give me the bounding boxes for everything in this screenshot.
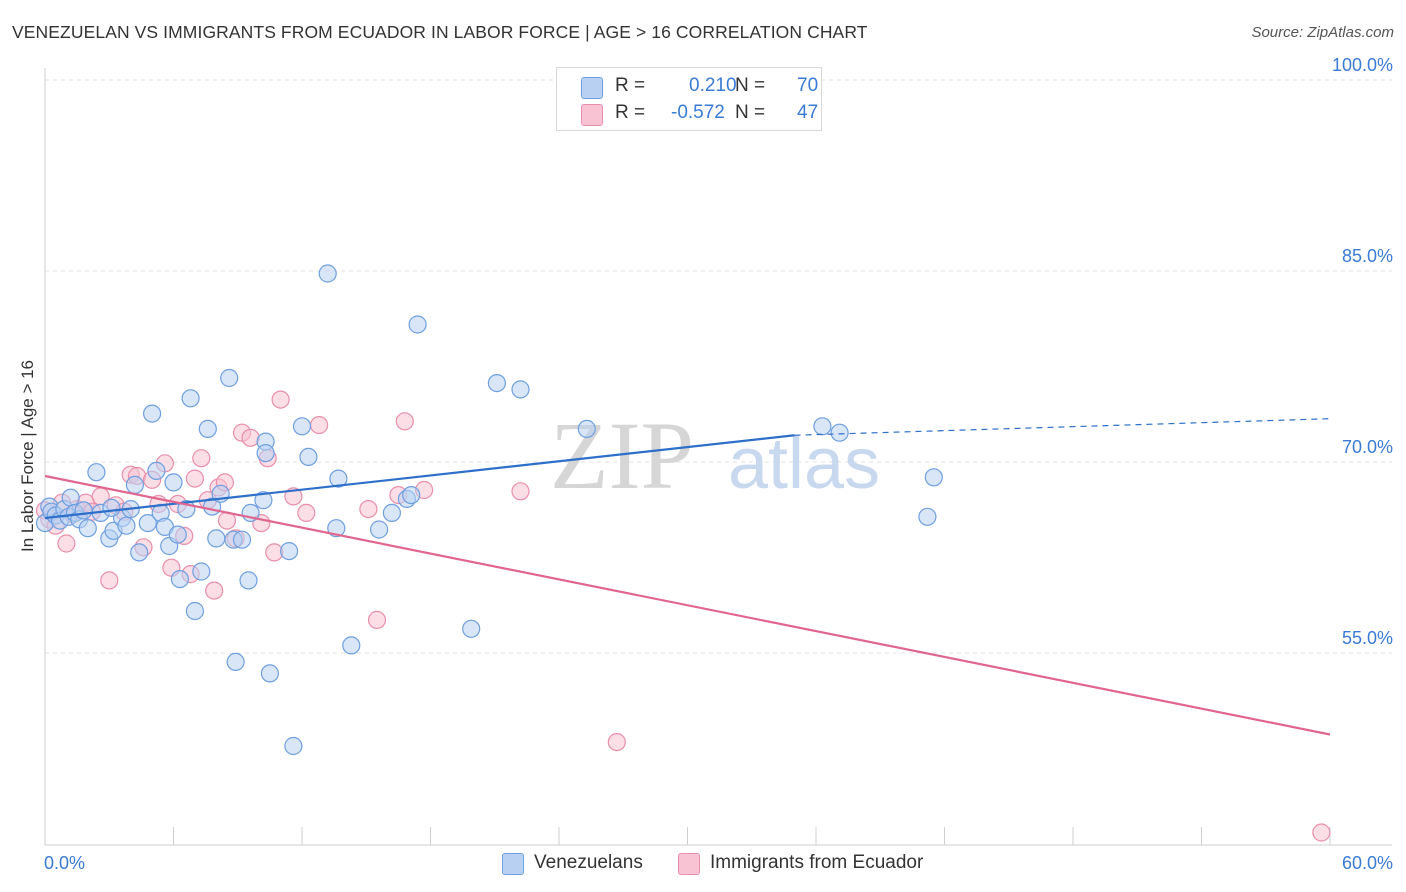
trend-line-ecuador xyxy=(44,474,1331,736)
scatter-point xyxy=(462,619,481,638)
series-venezuelans-points xyxy=(35,264,943,756)
legend-swatch-blue xyxy=(581,77,603,99)
scatter-point xyxy=(487,374,506,393)
scatter-point xyxy=(256,444,275,463)
scatter-point xyxy=(342,636,361,655)
y-axis-label: In Labor Force | Age > 16 xyxy=(18,359,37,553)
legend-n-value: 70 xyxy=(797,75,819,96)
scatter-point xyxy=(924,468,943,487)
scatter-point xyxy=(125,475,144,494)
scatter-point xyxy=(280,541,299,561)
scatter-point xyxy=(329,469,348,488)
scatter-point xyxy=(577,419,596,438)
scatter-point xyxy=(205,581,224,600)
x-tick-label-max: 60.0% xyxy=(1342,853,1393,873)
y-tick-label: 70.0% xyxy=(1342,437,1393,457)
scatter-point xyxy=(192,562,211,581)
y-tick-label: 100.0% xyxy=(1332,55,1393,75)
scatter-point xyxy=(170,569,189,589)
scatter-point xyxy=(327,519,346,538)
scatter-point xyxy=(511,482,530,501)
scatter-point xyxy=(181,389,200,408)
watermark-zip: ZIP xyxy=(550,402,694,509)
bottom-legend-label: Venezuelans xyxy=(534,852,643,873)
scatter-point xyxy=(254,491,273,510)
scatter-point xyxy=(310,416,329,435)
scatter-point xyxy=(297,503,316,523)
scatter-point xyxy=(232,530,252,549)
legend-n-label: N = xyxy=(735,102,766,123)
scatter-point xyxy=(198,419,217,438)
scatter-point xyxy=(130,543,149,562)
scatter-point xyxy=(220,368,239,388)
source-credit: Source: ZipAtlas.com xyxy=(1251,24,1394,41)
trend-line-venezuelans-projection xyxy=(794,418,1331,436)
y-tick-label: 55.0% xyxy=(1342,628,1393,648)
scatter-point xyxy=(185,601,204,621)
scatter-point xyxy=(102,498,121,517)
bottom-legend-label: Immigrants from Ecuador xyxy=(710,852,924,873)
scatter-point xyxy=(318,264,337,283)
scatter-point xyxy=(147,461,166,480)
scatter-point xyxy=(117,516,136,535)
scatter-point xyxy=(395,412,414,431)
watermark-atlas: atlas xyxy=(728,424,880,504)
scatter-point xyxy=(830,423,849,442)
scatter-point xyxy=(100,571,119,590)
scatter-point xyxy=(239,571,258,590)
bottom-legend-swatch-pink xyxy=(678,853,700,875)
legend-r-label: R = xyxy=(615,102,646,123)
y-tick-label: 85.0% xyxy=(1342,246,1393,266)
legend-r-value: 0.210 xyxy=(689,75,737,96)
x-tick-label-min: 0.0% xyxy=(44,853,85,873)
scatter-point xyxy=(168,525,187,544)
legend-n-label: N = xyxy=(735,75,766,96)
scatter-point xyxy=(271,390,290,409)
scatter-point xyxy=(607,732,626,752)
scatter-point xyxy=(143,404,162,423)
scatter-point xyxy=(367,610,387,630)
scatter-point xyxy=(260,664,279,683)
scatter-point xyxy=(207,529,226,548)
scatter-point xyxy=(241,428,260,447)
scatter-point xyxy=(226,652,245,672)
legend-r-value: -0.572 xyxy=(671,102,725,123)
trend-lines xyxy=(44,418,1331,736)
scatter-point xyxy=(382,503,401,523)
trend-line-venezuelans xyxy=(44,434,795,520)
scatter-point xyxy=(164,473,183,492)
scatter-point xyxy=(370,520,389,539)
scatter-point xyxy=(359,500,378,519)
scatter-point xyxy=(1312,823,1331,842)
scatter-point xyxy=(813,417,832,436)
scatter-point xyxy=(299,447,318,466)
tick-labels: 55.0% 70.0% 85.0% 100.0% 0.0% 60.0% xyxy=(44,55,1393,873)
grid-lines xyxy=(45,79,1392,654)
scatter-point xyxy=(138,513,157,533)
correlation-legend: R = 0.210 N = 70 R = -0.572 N = 47 xyxy=(556,67,822,131)
scatter-point xyxy=(408,315,427,334)
scatter-point xyxy=(292,417,312,436)
scatter-point xyxy=(78,519,97,538)
scatter-point xyxy=(87,463,106,482)
scatter-point xyxy=(284,736,303,756)
scatter-point xyxy=(511,380,530,399)
axes xyxy=(44,68,1392,846)
scatter-point xyxy=(74,501,93,520)
scatter-point xyxy=(918,507,937,526)
legend-n-value: 47 xyxy=(797,102,819,123)
chart-title: VENEZUELAN VS IMMIGRANTS FROM ECUADOR IN… xyxy=(12,22,868,42)
legend-swatch-pink xyxy=(581,104,603,126)
bottom-legend-swatch-blue xyxy=(502,853,524,875)
zipatlas-watermark: ZIP atlas xyxy=(550,402,880,509)
legend-r-label: R = xyxy=(615,75,646,96)
scatter-point xyxy=(402,486,421,505)
scatter-point xyxy=(192,449,211,468)
scatter-point xyxy=(57,534,76,553)
scatter-point xyxy=(185,469,204,488)
scatter-point xyxy=(61,488,80,507)
